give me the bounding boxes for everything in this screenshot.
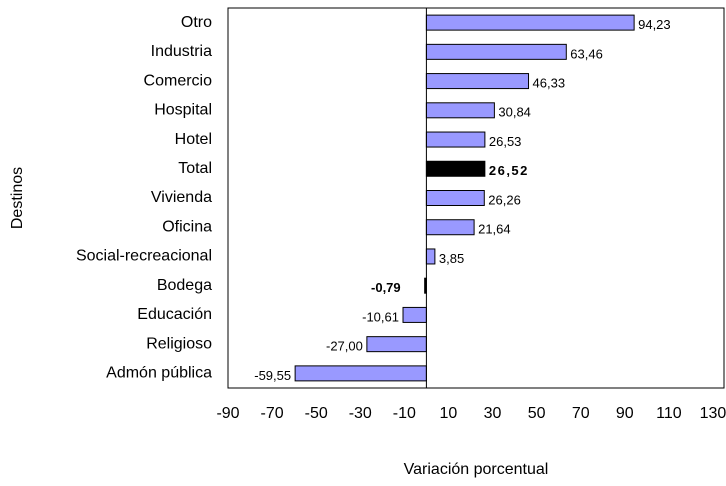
y-tick-label: Otro [181,14,212,31]
x-tick-label: -10 [393,405,416,422]
y-tick-label: Hospital [154,102,212,119]
plot-frame [227,7,725,389]
value-label: 3,85 [439,251,464,266]
value-label: 46,33 [533,76,566,91]
bar [425,43,567,60]
x-tick-label: -90 [216,405,239,422]
y-tick-label: Hotel [175,131,212,148]
bar [366,336,427,353]
x-axis-label: Variación porcentual [404,461,549,478]
y-axis-label: Destinos [9,167,26,229]
bar [425,190,485,206]
y-tick-label: Comercio [144,72,213,89]
value-label: 30,84 [498,105,531,120]
value-label: -27,00 [326,339,363,354]
x-tick-label: 50 [528,405,546,422]
value-label: 26,53 [489,134,522,149]
value-label: -10,61 [362,309,399,324]
value-label: 26,26 [488,192,521,207]
bar [425,73,530,90]
x-tick-label: 30 [484,405,502,422]
y-tick-label: Bodega [157,277,212,294]
value-label: -0,79 [371,280,401,295]
bar [425,219,475,236]
bar [425,14,635,31]
x-tick-label: 10 [440,405,458,422]
value-label: 21,64 [478,222,511,237]
y-tick-label: Vivienda [151,189,212,206]
x-tick-label: 130 [700,405,726,422]
y-tick-label: Social-recreacional [76,248,212,265]
value-label: 26,52 [489,163,529,178]
bar [425,160,486,177]
x-tick-label: -30 [349,405,372,422]
value-label: 63,46 [570,46,603,61]
x-tick-label: 70 [572,405,590,422]
x-tick-label: -70 [261,405,284,422]
y-tick-label: Religioso [146,335,212,352]
bar [425,102,495,119]
y-tick-label: Industria [151,43,212,60]
value-label: -59,55 [254,368,291,383]
value-label: 94,23 [638,17,671,32]
bar [402,306,427,323]
y-tick-label: Total [178,160,212,177]
y-tick-label: Educación [137,306,212,323]
y-tick-label: Oficina [162,218,212,235]
x-tick-label: 90 [616,405,634,422]
bar [425,248,436,265]
bar [294,365,427,382]
y-tick-label: Admón pública [106,365,212,382]
x-tick-label: -50 [305,405,328,422]
bar [425,131,486,148]
x-tick-label: 110 [656,405,682,422]
